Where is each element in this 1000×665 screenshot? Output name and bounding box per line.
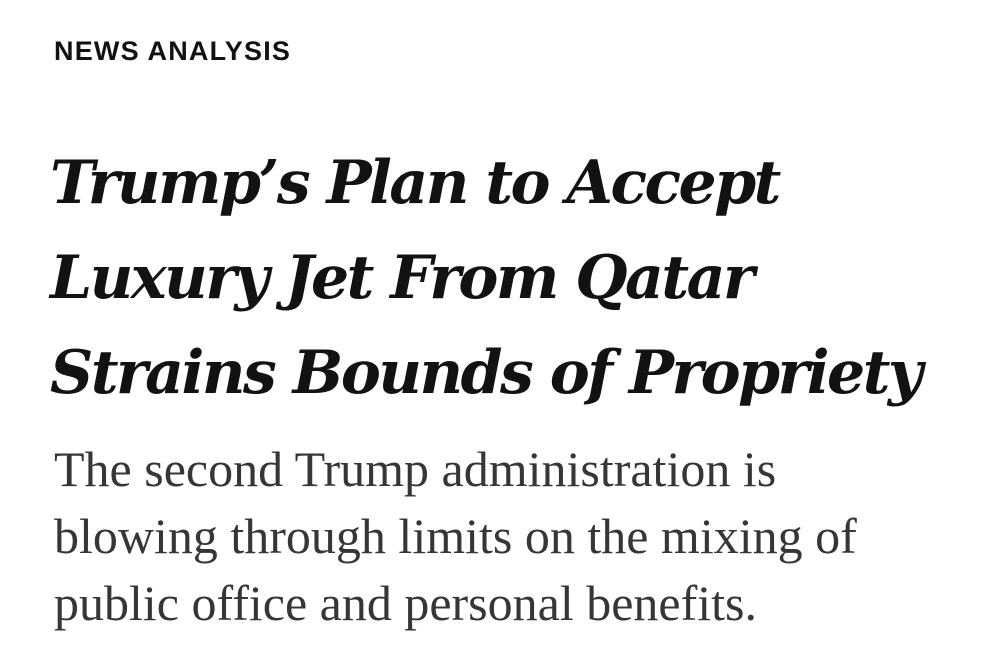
- news-analysis-kicker: NEWS ANALYSIS: [54, 36, 292, 66]
- article-summary: The second Trump administration is blowi…: [54, 436, 974, 637]
- summary-line: The second Trump administration is: [54, 441, 777, 497]
- headline-line: Trump’s Plan to Accept: [50, 148, 781, 218]
- summary-line: public office and personal benefits.: [54, 575, 758, 631]
- headline-line: Luxury Jet From Qatar: [50, 243, 755, 313]
- headline[interactable]: Trump’s Plan to Accept Luxury Jet From Q…: [50, 136, 990, 421]
- headline-line: Strains Bounds of Propriety: [50, 338, 923, 408]
- summary-line: blowing through limits on the mixing of: [54, 508, 857, 564]
